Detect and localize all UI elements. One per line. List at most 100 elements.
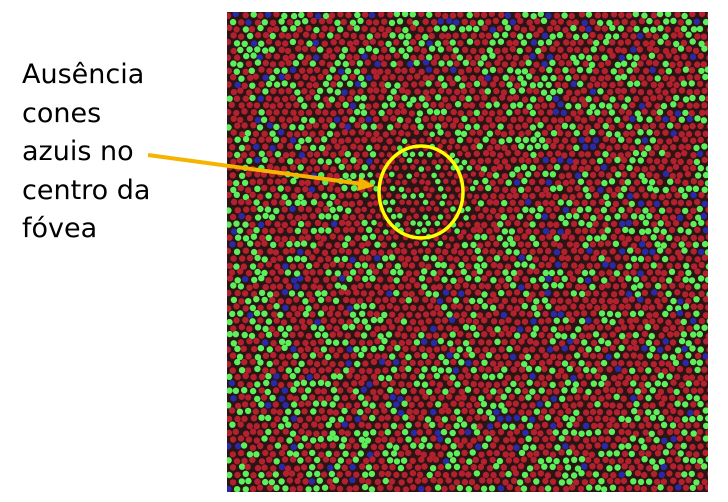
cone-dot — [685, 284, 692, 291]
cone-dot — [372, 379, 380, 386]
cone-dot — [541, 463, 548, 470]
cone-dot — [337, 416, 345, 423]
cone-dot — [342, 296, 350, 304]
cone-dot — [648, 179, 656, 186]
cone-dot — [614, 478, 621, 485]
cone-dot — [317, 310, 325, 317]
cone-dot — [457, 164, 464, 171]
cone-dot — [585, 443, 593, 450]
cone-dot — [694, 256, 701, 263]
cone-dot — [388, 254, 396, 261]
cone-dot — [417, 485, 425, 492]
cone-dot — [701, 324, 708, 331]
cone-dot — [323, 276, 330, 283]
cone-dot — [409, 318, 417, 326]
cone-dot — [573, 338, 580, 345]
cone-dot — [273, 428, 280, 436]
cone-dot — [349, 476, 356, 484]
cone-dot — [342, 200, 349, 208]
cone-dot — [337, 108, 345, 115]
cone-dot — [581, 227, 589, 234]
cone-dot — [265, 428, 272, 436]
cone-dot — [413, 59, 420, 67]
cone-dot — [350, 157, 357, 164]
cone-dot — [274, 40, 282, 47]
cone-dot — [586, 221, 593, 228]
cone-dot — [501, 61, 509, 68]
cone-dot — [552, 95, 560, 103]
cone-dot — [294, 408, 301, 416]
cone-dot — [454, 75, 461, 82]
cone-dot — [645, 339, 653, 346]
cone-dot — [641, 166, 648, 173]
cone-dot — [315, 108, 322, 116]
cone-dot — [449, 236, 455, 242]
cone-dot — [254, 31, 262, 39]
cone-dot — [514, 149, 521, 157]
cone-dot — [236, 227, 244, 234]
cone-dot — [394, 26, 402, 33]
cone-dot — [523, 290, 530, 297]
cone-dot — [358, 33, 366, 41]
cone-dot — [680, 331, 688, 338]
cone-dot — [680, 39, 688, 47]
cone-dot — [537, 205, 544, 213]
cone-dot — [553, 249, 561, 256]
cone-dot — [273, 458, 280, 465]
cone-dot — [682, 276, 689, 283]
cone-dot — [426, 388, 433, 396]
cone-dot — [421, 463, 428, 470]
cone-dot — [470, 311, 477, 319]
cone-dot — [302, 171, 309, 178]
cone-dot — [562, 317, 569, 324]
cone-dot — [473, 387, 480, 395]
cone-dot — [642, 304, 649, 311]
cone-dot — [273, 53, 281, 60]
cone-dot — [233, 180, 240, 187]
cone-dot — [666, 304, 673, 312]
cone-dot — [678, 337, 686, 345]
cone-dot — [662, 170, 670, 178]
cone-dot — [389, 73, 396, 81]
cone-dot — [570, 24, 577, 32]
cone-dot — [413, 282, 421, 289]
cone-dot — [609, 262, 616, 269]
cone-dot — [546, 25, 554, 32]
cone-dot — [500, 311, 508, 319]
cone-dot — [624, 179, 632, 186]
cone-dot — [594, 484, 602, 491]
cone-dot — [650, 361, 657, 368]
cone-dot — [525, 365, 533, 372]
cone-dot — [642, 248, 649, 255]
cone-dot — [532, 436, 540, 443]
cone-dot — [493, 255, 501, 262]
cone-dot — [646, 89, 654, 96]
cone-dot — [453, 199, 460, 206]
cone-dot — [578, 219, 585, 227]
cone-dot — [652, 311, 659, 318]
cone-dot — [521, 193, 529, 200]
cone-dot — [410, 429, 418, 437]
cone-dot — [464, 429, 472, 436]
cone-dot — [440, 345, 448, 352]
cone-dot — [518, 338, 525, 345]
cone-dot — [320, 317, 328, 324]
cone-dot — [674, 177, 681, 185]
cone-dot — [606, 145, 613, 152]
cone-dot — [273, 12, 280, 18]
cone-dot — [448, 138, 455, 145]
cone-dot — [269, 269, 276, 276]
cone-dot — [621, 421, 629, 429]
cone-dot — [542, 186, 550, 193]
cone-dot — [572, 19, 579, 26]
cone-dot — [529, 346, 536, 353]
cone-dot — [528, 25, 536, 32]
cone-dot — [317, 338, 325, 345]
cone-dot — [370, 373, 378, 380]
cone-dot — [618, 303, 625, 310]
cone-dot — [361, 483, 369, 491]
cone-dot — [372, 408, 380, 416]
cone-dot — [390, 145, 397, 151]
cone-dot — [301, 228, 309, 235]
cone-dot — [405, 33, 412, 40]
